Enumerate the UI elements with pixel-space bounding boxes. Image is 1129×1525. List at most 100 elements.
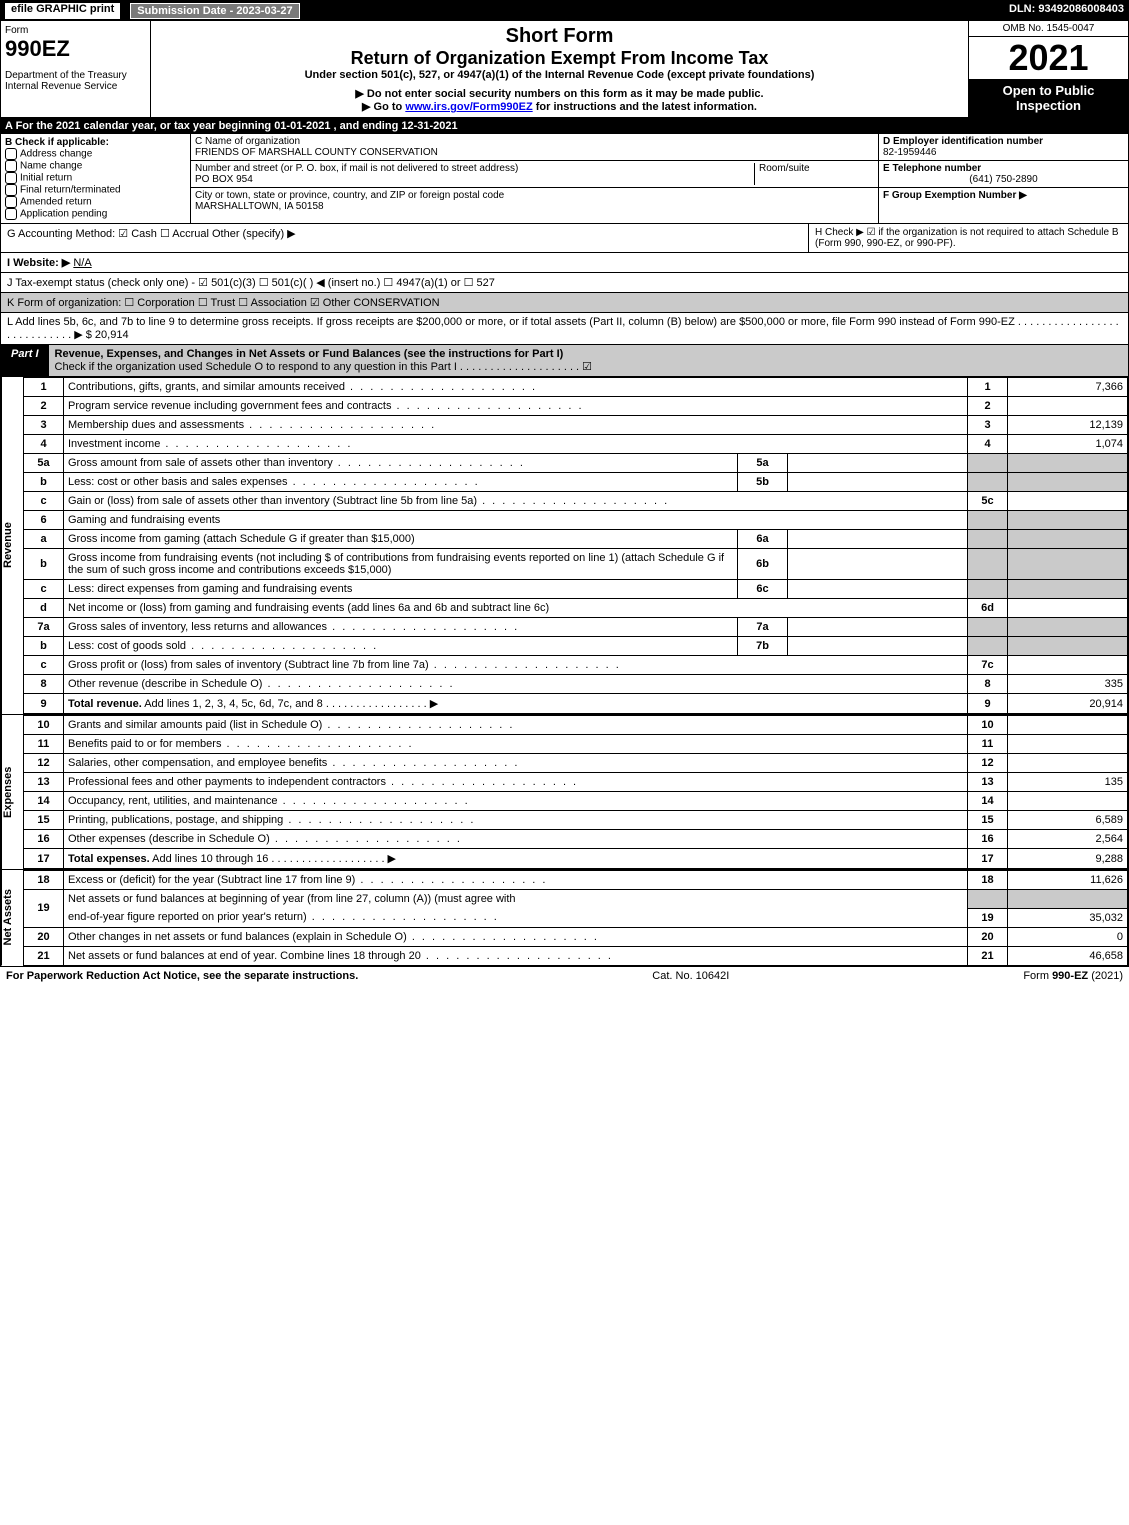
title-under: Under section 501(c), 527, or 4947(a)(1)… — [155, 69, 964, 81]
l7b-no: b — [24, 637, 64, 656]
l20-no: 20 — [24, 927, 64, 946]
l2-no: 2 — [24, 397, 64, 416]
l4-r: 4 — [968, 435, 1008, 454]
l15-r: 15 — [968, 811, 1008, 830]
l3-amt: 12,139 — [1008, 416, 1128, 435]
l18-r: 18 — [968, 871, 1008, 890]
l7b-desc: Less: cost of goods sold — [64, 637, 738, 656]
l12-no: 12 — [24, 754, 64, 773]
l3-desc: Membership dues and assessments — [64, 416, 968, 435]
ein: 82-1959446 — [883, 147, 936, 158]
l11-r: 11 — [968, 735, 1008, 754]
l6c-sub: 6c — [738, 580, 788, 599]
l8-no: 8 — [24, 675, 64, 694]
l14-r: 14 — [968, 792, 1008, 811]
header: Form 990EZ Department of the Treasury In… — [1, 21, 1128, 118]
l6b-desc: Gross income from fundraising events (no… — [64, 549, 738, 580]
form-label: Form — [5, 25, 146, 36]
l7b-sub: 7b — [738, 637, 788, 656]
l5c-no: c — [24, 492, 64, 511]
expenses-side-label: Expenses — [1, 715, 23, 869]
section-b-title: B Check if applicable: — [5, 137, 109, 148]
l13-desc: Professional fees and other payments to … — [64, 773, 968, 792]
shaded — [1008, 580, 1128, 599]
name-label: C Name of organization — [195, 136, 300, 147]
l9-r: 9 — [968, 694, 1008, 714]
page-footer: For Paperwork Reduction Act Notice, see … — [0, 967, 1129, 985]
footer-cat: Cat. No. 10642I — [652, 970, 729, 982]
l14-no: 14 — [24, 792, 64, 811]
l12-amt — [1008, 754, 1128, 773]
efile-print-link[interactable]: efile GRAPHIC print — [5, 3, 120, 19]
l19-no: 19 — [24, 890, 64, 928]
l7b-val — [788, 637, 968, 656]
ein-label: D Employer identification number — [883, 136, 1043, 147]
l10-no: 10 — [24, 716, 64, 735]
opt-pending[interactable]: Application pending — [20, 209, 107, 220]
l5a-sub: 5a — [738, 454, 788, 473]
l20-desc: Other changes in net assets or fund bala… — [64, 927, 968, 946]
l7a-desc: Gross sales of inventory, less returns a… — [64, 618, 738, 637]
opt-address-change[interactable]: Address change — [20, 149, 92, 160]
l7c-desc: Gross profit or (loss) from sales of inv… — [64, 656, 968, 675]
title-main: Return of Organization Exempt From Incom… — [155, 48, 964, 69]
l15-no: 15 — [24, 811, 64, 830]
shaded — [968, 549, 1008, 580]
l8-desc: Other revenue (describe in Schedule O) — [64, 675, 968, 694]
l9-desc: Total revenue. Add lines 1, 2, 3, 4, 5c,… — [64, 694, 968, 714]
shaded — [968, 454, 1008, 473]
tax-year: 2021 — [969, 37, 1128, 79]
l1-amt: 7,366 — [1008, 378, 1128, 397]
shaded — [1008, 511, 1128, 530]
telephone: (641) 750-2890 — [883, 174, 1124, 185]
l14-desc: Occupancy, rent, utilities, and maintena… — [64, 792, 968, 811]
tel-label: E Telephone number — [883, 163, 981, 174]
l5a-val — [788, 454, 968, 473]
opt-name-change[interactable]: Name change — [20, 161, 82, 172]
l5a-no: 5a — [24, 454, 64, 473]
l17-amt: 9,288 — [1008, 849, 1128, 869]
netassets-side-label: Net Assets — [1, 870, 23, 966]
opt-initial-return[interactable]: Initial return — [20, 173, 72, 184]
top-bar: efile GRAPHIC print Submission Date - 20… — [1, 1, 1128, 21]
l6b-no: b — [24, 549, 64, 580]
l16-r: 16 — [968, 830, 1008, 849]
l16-desc: Other expenses (describe in Schedule O) — [64, 830, 968, 849]
l7a-no: 7a — [24, 618, 64, 637]
l4-desc: Investment income — [64, 435, 968, 454]
shaded — [1008, 549, 1128, 580]
l9-no: 9 — [24, 694, 64, 714]
group-exemption: F Group Exemption Number ▶ — [883, 190, 1027, 201]
irs-link[interactable]: www.irs.gov/Form990EZ — [405, 101, 532, 113]
org-name: FRIENDS OF MARSHALL COUNTY CONSERVATION — [195, 147, 438, 158]
l8-amt: 335 — [1008, 675, 1128, 694]
l18-no: 18 — [24, 871, 64, 890]
website-label: I Website: ▶ — [7, 257, 70, 269]
l13-no: 13 — [24, 773, 64, 792]
l18-desc: Excess or (deficit) for the year (Subtra… — [64, 871, 968, 890]
opt-amended[interactable]: Amended return — [20, 197, 92, 208]
l18-amt: 11,626 — [1008, 871, 1128, 890]
street: PO BOX 954 — [195, 174, 253, 185]
l6a-desc: Gross income from gaming (attach Schedul… — [64, 530, 738, 549]
form-990ez: efile GRAPHIC print Submission Date - 20… — [0, 0, 1129, 967]
l10-amt — [1008, 716, 1128, 735]
l6c-desc: Less: direct expenses from gaming and fu… — [64, 580, 738, 599]
l17-desc: Total expenses. Add lines 10 through 16 … — [64, 849, 968, 869]
l11-amt — [1008, 735, 1128, 754]
revenue-table: 1Contributions, gifts, grants, and simil… — [23, 377, 1128, 714]
website-value: N/A — [73, 257, 91, 269]
l20-amt: 0 — [1008, 927, 1128, 946]
l5c-r: 5c — [968, 492, 1008, 511]
line-l: L Add lines 5b, 6c, and 7b to line 9 to … — [1, 313, 1128, 345]
l17-no: 17 — [24, 849, 64, 869]
l21-no: 21 — [24, 946, 64, 965]
l7a-sub: 7a — [738, 618, 788, 637]
shaded — [1008, 637, 1128, 656]
submission-date: Submission Date - 2023-03-27 — [130, 3, 299, 19]
note-go: ▶ Go to www.irs.gov/Form990EZ for instru… — [155, 100, 964, 113]
l7c-no: c — [24, 656, 64, 675]
l13-amt: 135 — [1008, 773, 1128, 792]
opt-final-return[interactable]: Final return/terminated — [20, 185, 121, 196]
l3-no: 3 — [24, 416, 64, 435]
